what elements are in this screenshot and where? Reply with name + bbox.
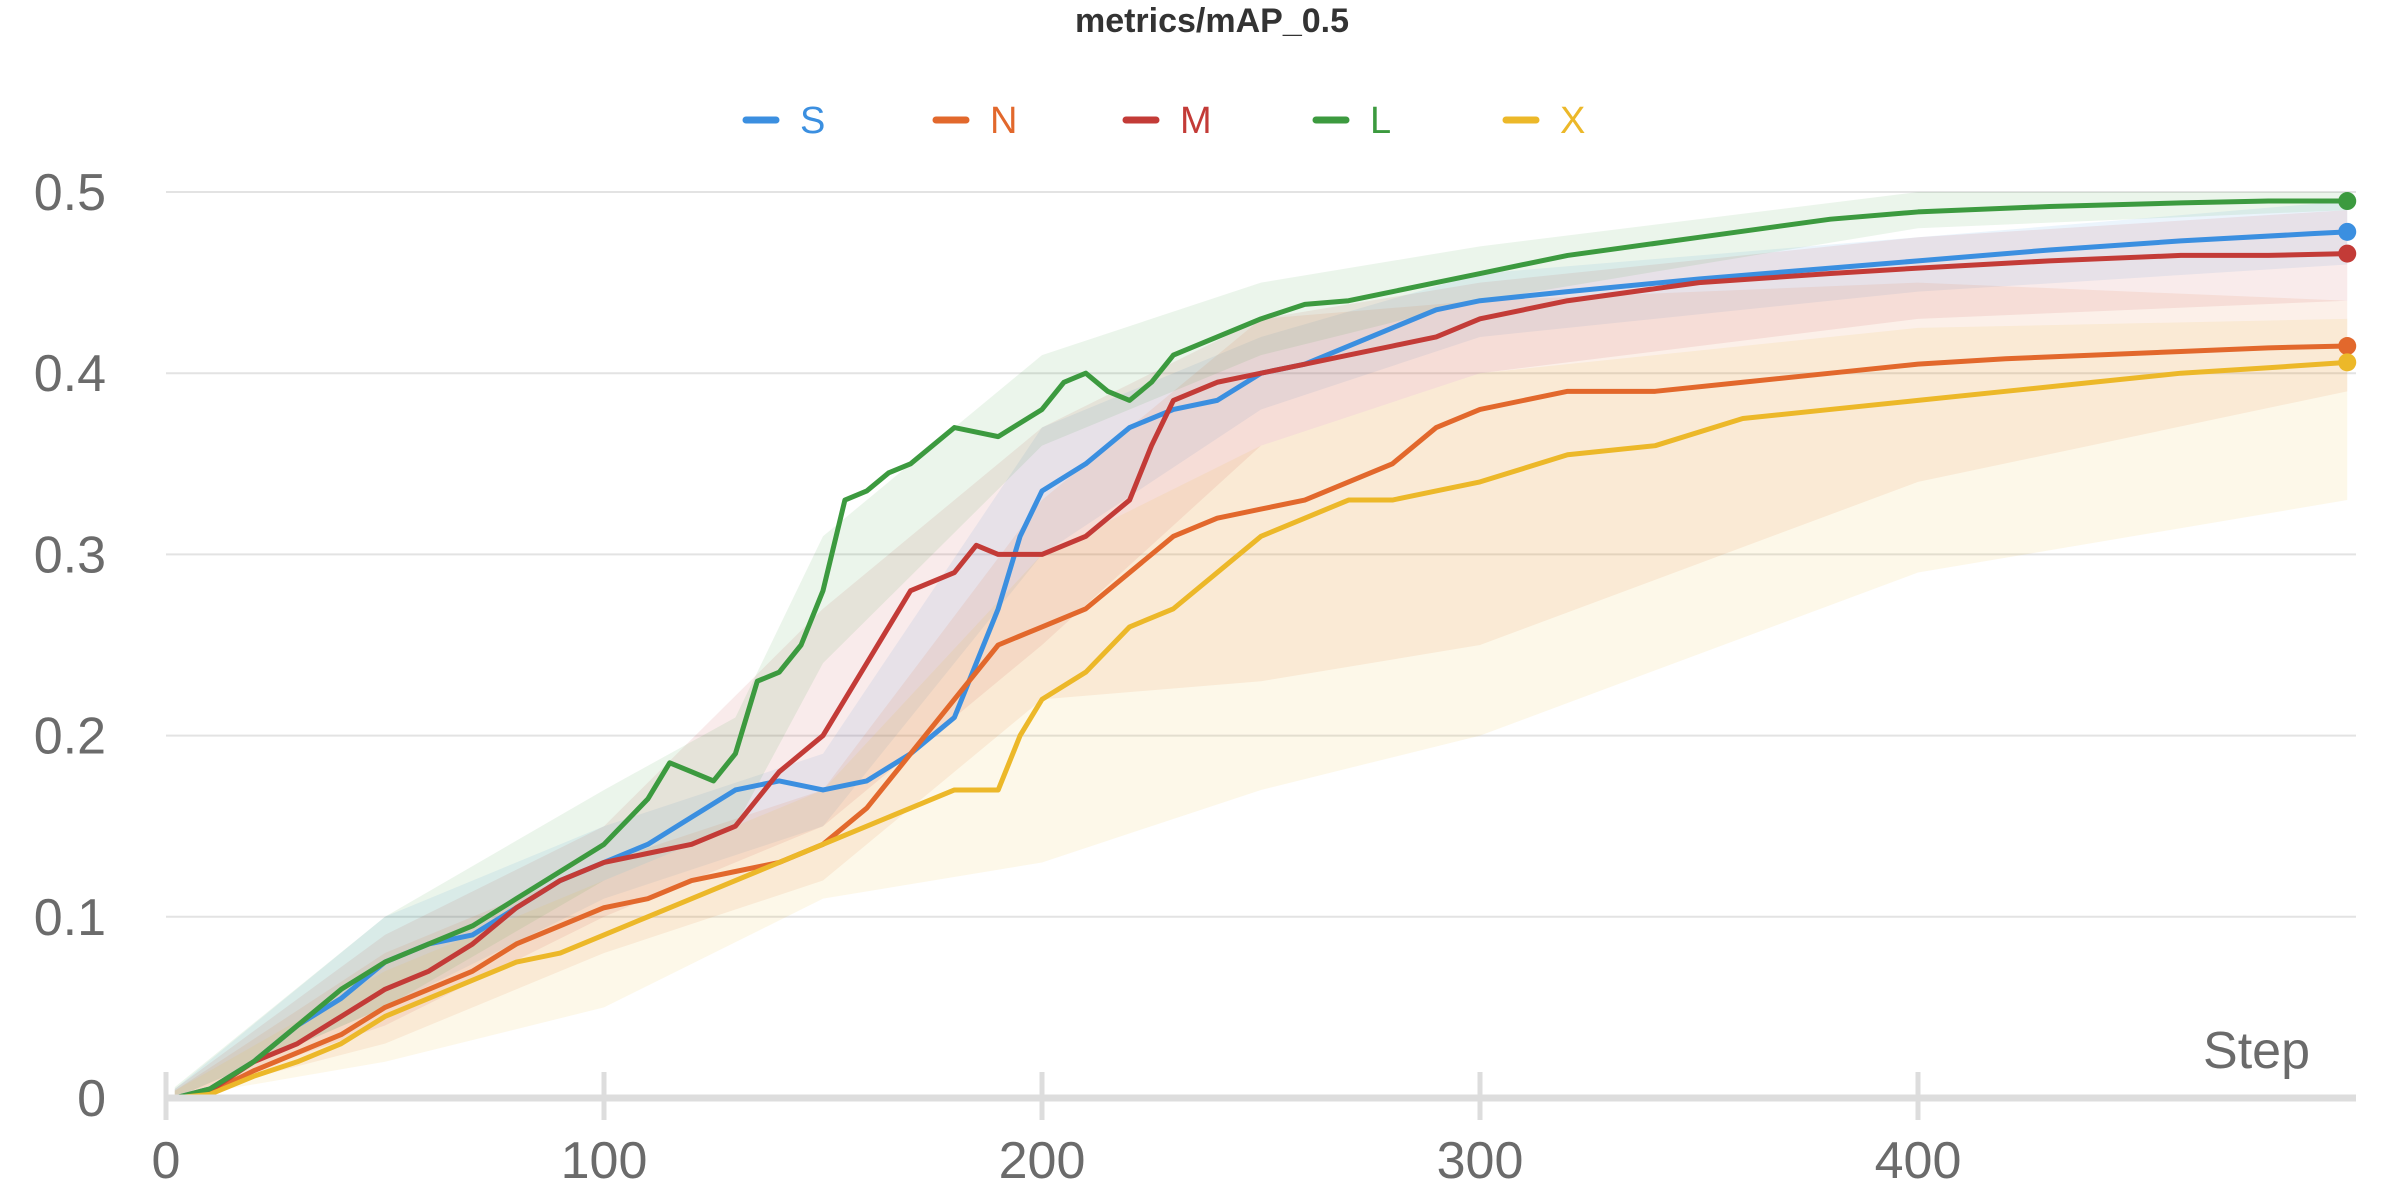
legend-item-N[interactable]: N [932,100,1017,142]
y-tick-label: 0.5 [34,164,106,222]
x-tick-label: 300 [1437,1132,1524,1190]
x-tick-label: 200 [999,1132,1086,1190]
legend-label: X [1560,100,1585,142]
y-tick-label: 0.1 [34,889,106,947]
x-tick-label: 0 [152,1132,181,1190]
series-line-N[interactable] [172,343,2350,1101]
grid [166,191,2356,918]
series-line-M[interactable] [172,251,2350,1101]
y-tick-label: 0.2 [34,708,106,766]
legend-item-X[interactable]: X [1502,100,1585,142]
legend-label: L [1370,100,1391,142]
y-tick-label: 0 [77,1070,106,1128]
series-end-marker-X[interactable] [2338,353,2357,372]
band-S [174,201,2348,1098]
legend-label: S [800,100,825,142]
x-tick-label: 100 [561,1132,648,1190]
series-line-L[interactable] [172,198,2350,1101]
series-end-marker-S[interactable] [2338,222,2357,241]
legend-item-M[interactable]: M [1122,100,1212,142]
legend-label: M [1180,100,1212,142]
confidence-bands [174,192,2348,1099]
series-lines [172,192,2357,1101]
x-axis: 0 100 200 300 400 [152,1072,2356,1190]
y-tick-label: 0.3 [34,526,106,584]
chart-title: metrics/mAP_0.5 [1075,2,1349,40]
y-tick-label: 0.4 [34,345,106,403]
x-axis-label: Step [2203,1022,2310,1080]
series-end-marker-N[interactable] [2338,337,2357,356]
y-axis-ticks: 0 0.1 0.2 0.3 0.4 0.5 [34,164,106,1128]
series-end-marker-L[interactable] [2338,192,2357,211]
band-X [174,318,2348,1099]
legend-item-L[interactable]: L [1312,100,1391,142]
band-M [174,210,2348,1098]
series-line-S[interactable] [172,229,2350,1101]
x-tick-label: 400 [1875,1132,1962,1190]
band-N [174,282,2348,1099]
series-end-marker-M[interactable] [2338,244,2357,263]
legend-label: N [990,100,1017,142]
series-line-X[interactable] [172,359,2350,1101]
legend-item-S[interactable]: S [742,100,825,142]
